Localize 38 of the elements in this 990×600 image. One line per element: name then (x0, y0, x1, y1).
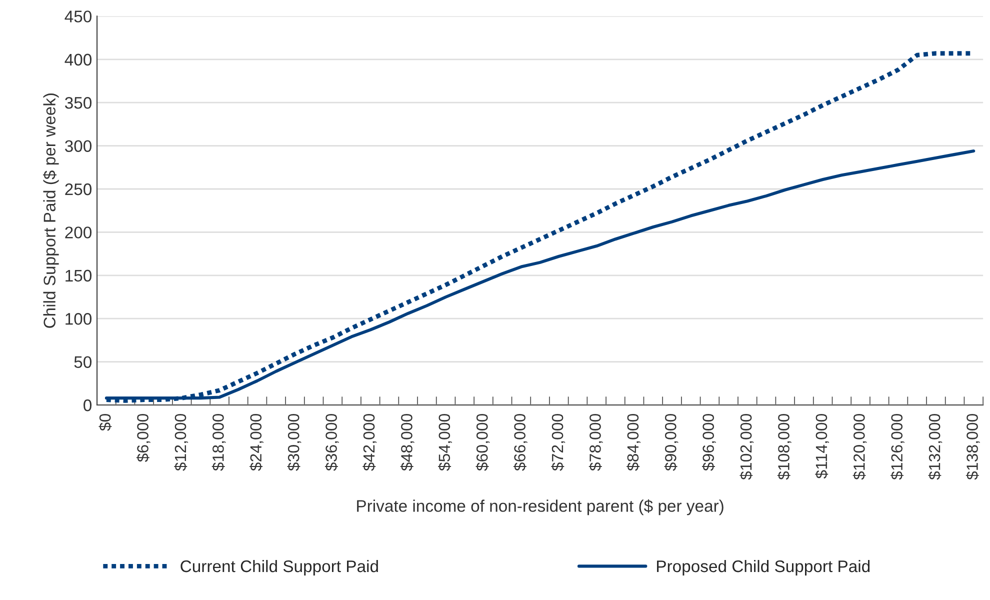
legend-label: Proposed Child Support Paid (657, 560, 870, 576)
x-tick-label: $138,000 (966, 414, 980, 480)
x-tick-label: $60,000 (476, 414, 490, 471)
x-axis-title: Private income of non-resident parent ($ per year) (357, 499, 724, 516)
y-tick-label: 400 (64, 54, 92, 66)
y-axis-title: Child Support Paid ($ per week) (43, 94, 59, 328)
y-tick-label: 200 (65, 226, 92, 238)
y-tick-label: 150 (66, 270, 92, 282)
x-tick-label: $78,000 (588, 414, 603, 471)
x-tick-label: $132,000 (928, 414, 942, 480)
x-tick-label: $54,000 (438, 414, 452, 471)
x-tick-label: $90,000 (664, 414, 678, 471)
x-tick-label: $114,000 (815, 414, 829, 479)
y-tick-label: 50 (74, 356, 92, 368)
y-tick-label: 100 (66, 313, 92, 325)
x-tick-label: $96,000 (702, 414, 716, 471)
x-tick-label: $24,000 (250, 414, 264, 471)
legend-label: Current Child Support Paid (180, 560, 378, 576)
x-tick-label: $48,000 (400, 414, 414, 471)
y-tick-label: 350 (64, 97, 92, 109)
x-tick-label: $120,000 (852, 414, 867, 480)
y-tick-label: 250 (65, 183, 92, 196)
y-tick-label: 300 (64, 140, 92, 152)
y-tick-label: 450 (64, 10, 92, 22)
x-tick-label: $6,000 (136, 414, 150, 462)
x-tick-label: $84,000 (626, 414, 640, 471)
x-tick-label: $30,000 (287, 414, 302, 471)
x-tick-label: $102,000 (740, 414, 754, 480)
x-tick-label: $72,000 (551, 414, 566, 471)
x-tick-label: $0 (98, 414, 112, 431)
x-tick-label: $36,000 (324, 414, 339, 471)
x-tick-label: $18,000 (212, 414, 226, 471)
x-tick-label: $66,000 (514, 414, 528, 471)
x-tick-label: $108,000 (777, 414, 792, 480)
x-tick-label: $126,000 (890, 414, 904, 480)
x-tick-label: $12,000 (174, 414, 188, 471)
x-tick-label: $42,000 (362, 414, 377, 471)
y-tick-label: 0 (84, 399, 92, 412)
